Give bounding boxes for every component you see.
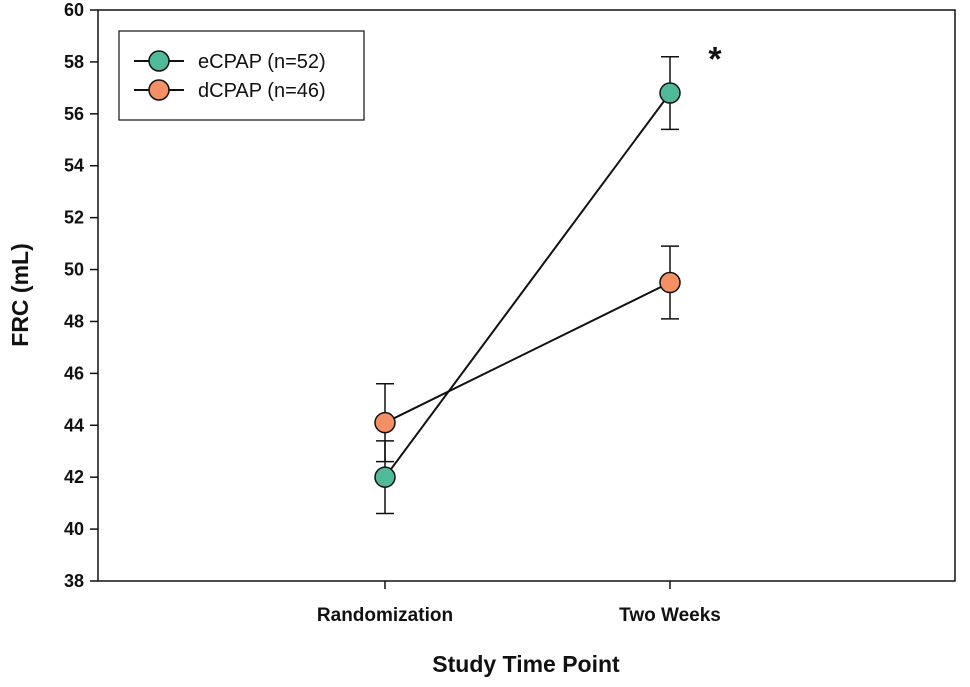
data-point	[659, 82, 681, 104]
y-tick-label: 40	[64, 519, 84, 539]
x-axis: Randomization Two Weeks	[317, 581, 721, 626]
x-axis-title: Study Time Point	[432, 651, 620, 677]
y-tick-label: 60	[64, 0, 84, 20]
y-tick-label: 38	[64, 571, 84, 591]
legend-marker	[148, 50, 170, 72]
y-tick-label: 52	[64, 208, 84, 228]
annotation-layer: *	[708, 41, 722, 79]
data-point	[374, 466, 396, 488]
x-category-label: Randomization	[317, 605, 453, 626]
y-tick-label: 48	[64, 311, 84, 331]
y-tick-label: 54	[64, 156, 84, 176]
series-line	[384, 92, 671, 478]
data-point	[659, 271, 681, 294]
significance-marker: *	[708, 41, 722, 79]
legend-marker	[148, 79, 170, 101]
y-tick-label: 44	[64, 415, 84, 435]
series-layer	[374, 55, 681, 515]
y-tick-label: 46	[64, 363, 84, 383]
data-point	[374, 411, 396, 434]
legend-box	[118, 30, 365, 121]
y-axis-title: FRC (mL)	[7, 243, 33, 346]
y-tick-label: 58	[64, 52, 84, 72]
plot-area-frame	[97, 9, 956, 582]
legend-label: dCPAP (n=46)	[198, 80, 326, 102]
y-axis: 38 40 42 44 46 48 50 52 54 56 58 60	[64, 0, 98, 591]
x-category-label: Two Weeks	[619, 605, 721, 626]
legend-label: eCPAP (n=52)	[198, 51, 326, 73]
legend: eCPAP (n=52) dCPAP (n=46)	[118, 30, 365, 121]
series-line	[384, 281, 671, 424]
y-tick-label: 50	[64, 260, 84, 280]
y-tick-label: 56	[64, 104, 84, 124]
y-tick-label: 42	[64, 467, 84, 487]
